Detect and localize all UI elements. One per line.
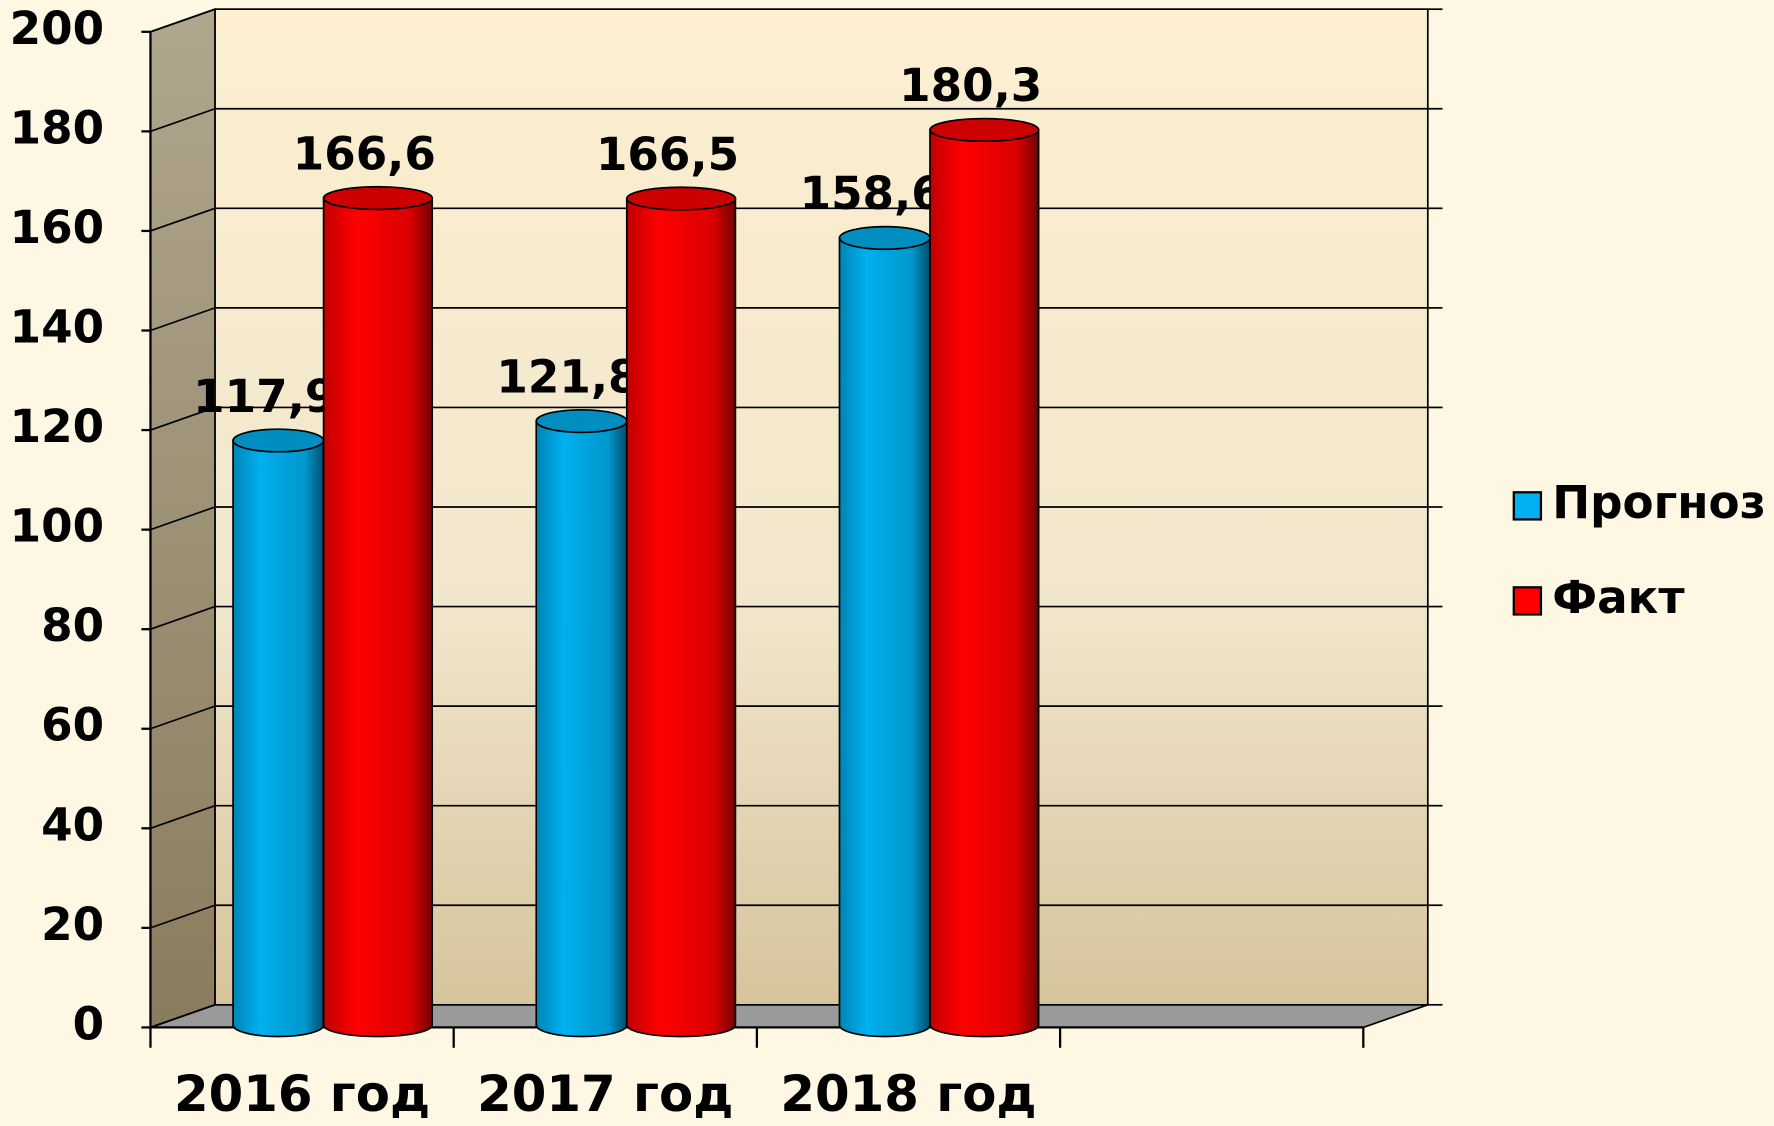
y-tick-label: 100: [10, 500, 104, 553]
legend-label: Прогноз: [1552, 476, 1766, 529]
grid-line: [150, 107, 216, 133]
data-label: 117,9: [193, 370, 336, 423]
cylinder-body: [929, 129, 1040, 1038]
data-label: 121,8: [496, 350, 639, 403]
cylinder: [322, 185, 434, 1038]
cylinder-top: [838, 225, 931, 251]
data-label: 158,6: [800, 167, 943, 220]
cylinder: [232, 428, 325, 1038]
grid-line: [150, 804, 216, 830]
legend-swatch: [1512, 491, 1543, 521]
y-tick-label: 140: [10, 301, 104, 354]
cylinder: [625, 186, 737, 1038]
cylinder-body: [232, 439, 325, 1038]
x-tick-label: 2017 год: [477, 1065, 733, 1123]
cylinder-body: [535, 420, 628, 1038]
cylinder-top: [929, 117, 1040, 143]
cylinder-body: [625, 197, 737, 1038]
cylinder-top: [322, 185, 434, 211]
y-tick-label: 60: [41, 699, 104, 752]
y-tick-label: 20: [41, 898, 104, 951]
cylinder-top: [232, 428, 325, 453]
legend-swatch: [1512, 586, 1543, 616]
grid-line: [150, 8, 216, 33]
grid-line: [150, 406, 216, 431]
grid-line: [150, 207, 216, 232]
y-tick-label: 80: [41, 599, 104, 652]
grid-line: [150, 1004, 216, 1029]
cylinder-top: [625, 186, 737, 211]
x-tick-label: 2018 год: [780, 1065, 1036, 1123]
y-tick-label: 180: [10, 101, 104, 154]
y-tick-label: 0: [73, 997, 105, 1050]
grid-line: [150, 307, 216, 332]
legend-label: Факт: [1552, 571, 1685, 624]
cylinder: [535, 408, 628, 1038]
data-label: 166,6: [293, 127, 436, 180]
y-tick-label: 40: [41, 798, 104, 851]
data-label: 180,3: [899, 59, 1042, 112]
y-tick-label: 160: [10, 201, 104, 254]
grid-line: [150, 605, 216, 630]
grid-line: [150, 506, 216, 531]
cylinder: [838, 225, 931, 1038]
data-label: 166,5: [596, 128, 739, 181]
x-tick-label: 2016 год: [174, 1065, 430, 1123]
cylinder: [929, 117, 1040, 1038]
y-tick-label: 200: [10, 2, 104, 55]
grid-line: [150, 705, 216, 730]
cylinder-top: [535, 408, 628, 434]
cylinder-body: [322, 197, 434, 1038]
grid-line: [150, 904, 216, 929]
y-tick-label: 120: [10, 400, 104, 453]
cylinder-body: [838, 237, 931, 1038]
